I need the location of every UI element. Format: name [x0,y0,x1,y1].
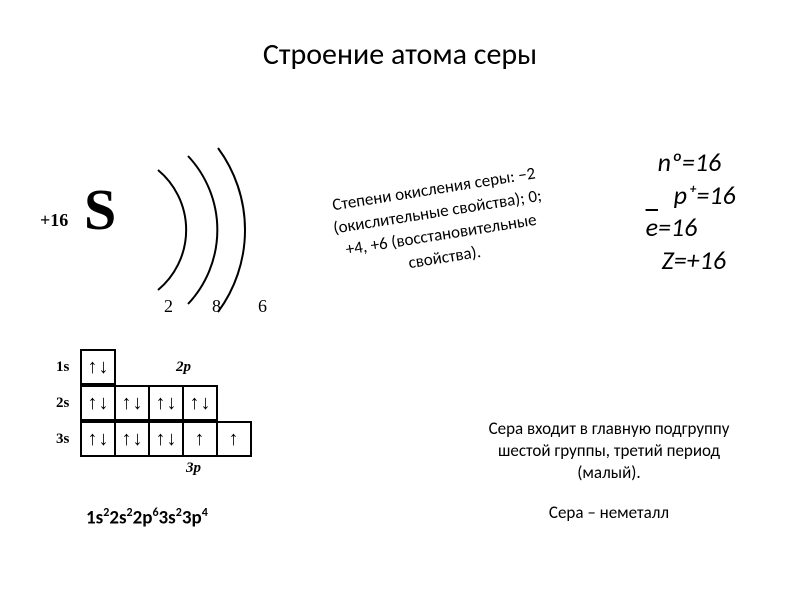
proton-count: p⁺=16 [674,179,738,212]
page-title: Строение атома серы [0,36,800,73]
ec-shell: 3s [159,506,176,529]
orbital-box: ↑↓ [148,385,184,421]
spin-up-icon: ↑ [122,429,132,449]
orbital-bottom-label-3p: 3p [186,460,201,477]
orbital-row-1s: 1s ↑ ↓ 2p [56,348,316,386]
spin-up-icon: ↑ [156,429,166,449]
atomic-number: Z=+16 [662,244,726,277]
orbital-box: ↑↓ [114,421,150,457]
orbital-label: 2s [56,395,82,412]
spin-down-icon: ↓ [133,393,143,413]
e-value: =16 [658,211,697,243]
orbital-row-3: 3s ↑↓ ↑↓ ↑↓ ↑ ↑ [56,420,316,458]
neutron-count: nº=16 [658,146,722,179]
spin-up-icon: ↑ [156,393,166,413]
orbital-box: ↑↓ [182,385,218,421]
element-symbol: S [84,176,116,243]
periodic-group-info: Сера входит в главную подгруппу шестой г… [474,418,744,484]
spin-up-icon: ↑ [88,357,98,377]
spin-up-icon: ↑ [229,429,239,449]
nonmetal-label: Сера – неметалл [474,502,744,523]
shell-electrons-3: 6 [258,296,267,317]
spin-up-icon: ↑ [88,393,98,413]
orbital-box: ↑↓ [80,385,116,421]
orbital-box: ↑↓ [148,421,184,457]
spin-up-icon: ↑ [195,429,205,449]
spin-up-icon: ↑ [88,429,98,449]
orbital-diagram: 1s ↑ ↓ 2p 2s ↑↓ ↑↓ ↑↓ ↑↓ 3s ↑↓ ↑↓ ↑↓ ↑ ↑… [56,348,316,458]
orbital-box: ↑ [182,421,218,457]
spin-down-icon: ↓ [99,357,109,377]
spin-up-icon: ↑ [190,393,200,413]
ec-shell: 1s [86,506,103,529]
orbital-box: ↑ ↓ [80,349,116,385]
spin-down-icon: ↓ [167,429,177,449]
orbital-box: ↑↓ [80,421,116,457]
orbital-side-label-2p: 2p [176,359,191,376]
ec-shell: 3p [182,506,202,529]
ec-shell: 2p [133,506,153,529]
orbital-label: 1s [56,359,82,376]
ec-shell: 2s [109,506,126,529]
spin-down-icon: ↓ [99,393,109,413]
ec-sup: 4 [202,506,208,520]
spin-down-icon: ↓ [201,393,211,413]
nuclear-charge: +16 [40,210,68,231]
orbital-row-2: 2s ↑↓ ↑↓ ↑↓ ↑↓ [56,384,316,422]
electron-configuration: 1s22s22p63s23p4 [86,506,208,529]
orbital-box: ↑ [216,421,252,457]
particle-counts: nº=16 p⁺=16 e=16 Z=+16 [664,146,728,276]
orbital-label: 3s [56,431,82,448]
orbital-box: ↑↓ [114,385,150,421]
spin-down-icon: ↓ [167,393,177,413]
shell-electrons-2: 8 [212,296,221,317]
spin-up-icon: ↑ [122,393,132,413]
electron-count: e=16 [646,211,710,244]
shell-electrons-1: 2 [164,296,173,317]
spin-down-icon: ↓ [133,429,143,449]
spin-down-icon: ↓ [99,429,109,449]
e-bar: e [646,211,658,243]
